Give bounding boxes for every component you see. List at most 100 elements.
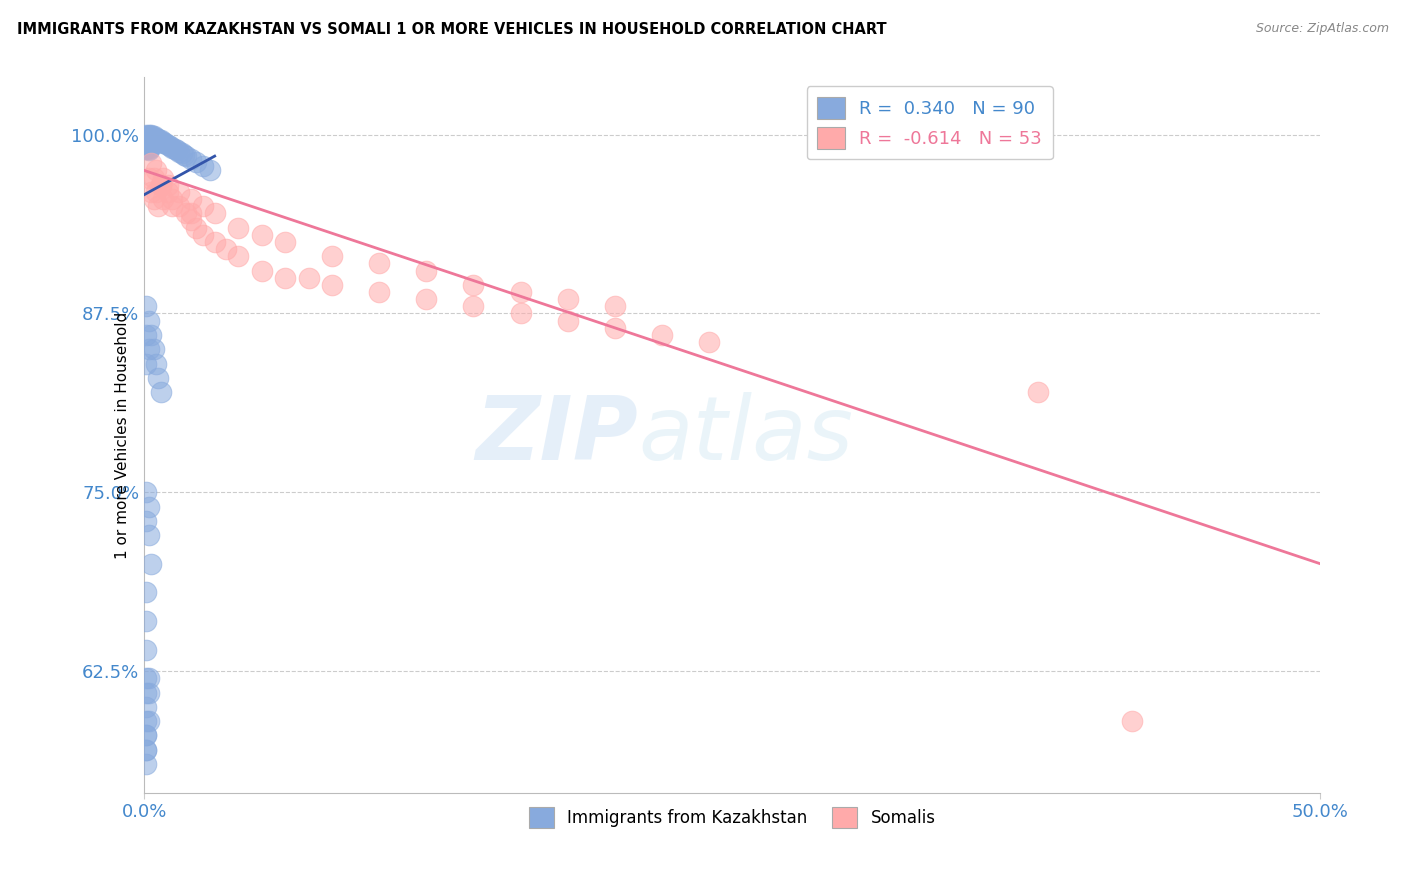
Point xyxy=(135,728,157,742)
Point xyxy=(135,614,157,628)
Point xyxy=(142,129,165,144)
Point xyxy=(141,156,163,170)
Point xyxy=(184,154,207,169)
Point xyxy=(141,130,163,145)
Point xyxy=(138,133,160,147)
Point xyxy=(135,743,157,757)
Point xyxy=(135,585,157,599)
Point xyxy=(142,170,165,185)
Point xyxy=(135,139,157,153)
Point xyxy=(156,178,179,192)
Point xyxy=(173,147,195,161)
Point xyxy=(368,285,391,299)
Point xyxy=(184,220,207,235)
Point xyxy=(149,178,172,192)
Point xyxy=(204,206,226,220)
Point xyxy=(204,235,226,249)
Point xyxy=(138,685,160,699)
Point xyxy=(159,139,181,153)
Point xyxy=(135,327,157,342)
Point xyxy=(135,485,157,500)
Point xyxy=(509,285,531,299)
Point xyxy=(169,145,191,159)
Point xyxy=(191,159,214,173)
Point xyxy=(138,671,160,685)
Point xyxy=(1026,385,1049,400)
Point xyxy=(145,130,167,145)
Point xyxy=(509,306,531,320)
Point xyxy=(145,132,167,146)
Y-axis label: 1 or more Vehicles in Household: 1 or more Vehicles in Household xyxy=(115,311,131,558)
Point xyxy=(138,137,160,152)
Point xyxy=(142,343,165,357)
Point xyxy=(651,327,673,342)
Point xyxy=(135,299,157,313)
Point xyxy=(142,135,165,149)
Point xyxy=(180,192,202,206)
Point xyxy=(138,132,160,146)
Point xyxy=(180,152,202,166)
Point xyxy=(321,249,343,263)
Point xyxy=(138,144,160,158)
Point xyxy=(135,728,157,742)
Point xyxy=(274,270,297,285)
Point xyxy=(135,642,157,657)
Point xyxy=(215,242,238,256)
Point xyxy=(138,500,160,514)
Point xyxy=(156,137,179,152)
Point xyxy=(135,743,157,757)
Point xyxy=(145,185,167,199)
Point xyxy=(145,357,167,371)
Point xyxy=(138,140,160,154)
Point xyxy=(180,213,202,227)
Point xyxy=(697,334,720,349)
Point xyxy=(176,206,198,220)
Point xyxy=(191,199,214,213)
Point xyxy=(148,371,170,385)
Point xyxy=(250,227,273,242)
Point xyxy=(368,256,391,270)
Legend: Immigrants from Kazakhstan, Somalis: Immigrants from Kazakhstan, Somalis xyxy=(522,801,942,834)
Point xyxy=(149,133,172,147)
Point xyxy=(135,685,157,699)
Point xyxy=(557,313,579,327)
Point xyxy=(142,133,165,147)
Point xyxy=(148,132,170,146)
Point xyxy=(180,206,202,220)
Point xyxy=(138,128,160,142)
Point xyxy=(141,327,163,342)
Point xyxy=(415,292,437,306)
Point xyxy=(141,128,163,142)
Text: ZIP: ZIP xyxy=(475,392,638,478)
Point xyxy=(138,135,160,149)
Point xyxy=(142,130,165,145)
Point xyxy=(138,714,160,728)
Point xyxy=(191,227,214,242)
Point xyxy=(149,385,172,400)
Point xyxy=(138,139,160,153)
Point xyxy=(155,136,177,151)
Point xyxy=(149,178,172,192)
Point xyxy=(142,192,165,206)
Point xyxy=(135,129,157,144)
Point xyxy=(145,135,167,149)
Point xyxy=(603,299,626,313)
Point xyxy=(141,129,163,144)
Point xyxy=(138,142,160,156)
Point xyxy=(1121,714,1143,728)
Point xyxy=(135,140,157,154)
Point xyxy=(163,142,186,156)
Point xyxy=(135,136,157,151)
Point xyxy=(169,185,191,199)
Text: IMMIGRANTS FROM KAZAKHSTAN VS SOMALI 1 OR MORE VEHICLES IN HOUSEHOLD CORRELATION: IMMIGRANTS FROM KAZAKHSTAN VS SOMALI 1 O… xyxy=(17,22,887,37)
Point xyxy=(135,514,157,528)
Point xyxy=(141,135,163,149)
Point xyxy=(138,130,160,145)
Point xyxy=(138,129,160,144)
Point xyxy=(162,192,184,206)
Point xyxy=(557,292,579,306)
Point xyxy=(141,185,163,199)
Point xyxy=(141,132,163,146)
Point xyxy=(138,528,160,542)
Point xyxy=(170,146,193,161)
